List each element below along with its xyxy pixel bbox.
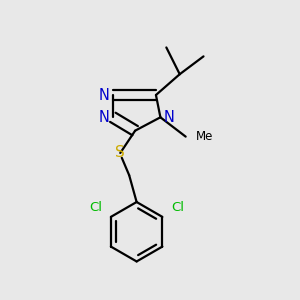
Text: Cl: Cl [171, 202, 184, 214]
Text: N: N [99, 88, 110, 103]
Text: S: S [116, 146, 125, 160]
Text: Me: Me [196, 130, 213, 143]
Text: N: N [99, 110, 110, 125]
Text: N: N [163, 110, 174, 125]
Text: Cl: Cl [89, 202, 102, 214]
